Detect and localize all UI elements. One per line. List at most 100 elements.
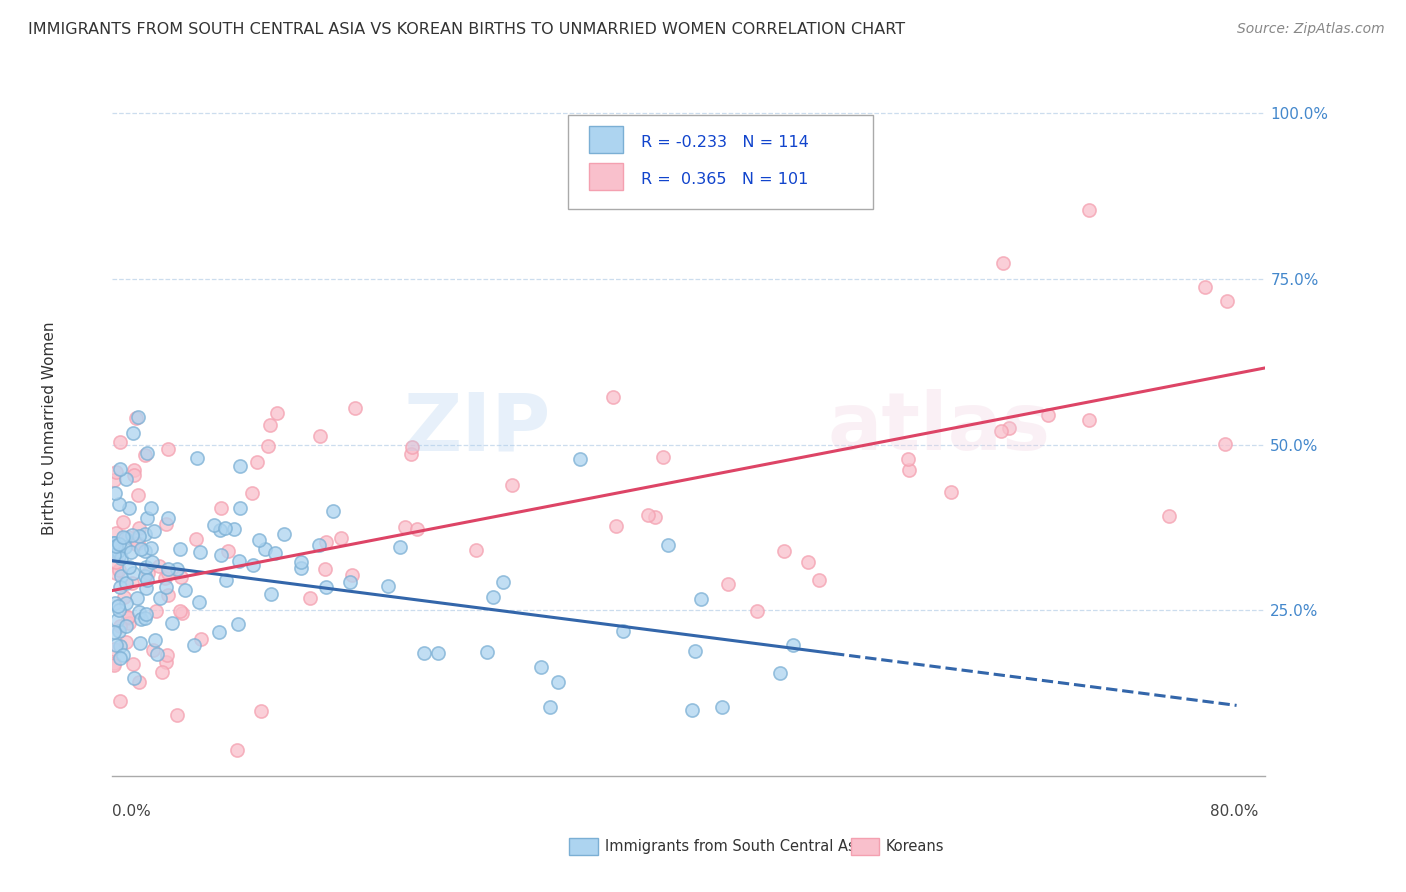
Point (314, 562, 336, 576)
Point (254, 542, 277, 557)
Point (547, 674, 569, 689)
Point (315, 535, 337, 549)
Point (108, 434, 131, 449)
Point (115, 619, 138, 633)
Point (136, 566, 159, 580)
Text: Births to Unmarried Women: Births to Unmarried Women (42, 321, 56, 535)
Point (112, 515, 135, 529)
Point (107, 599, 129, 614)
Point (141, 555, 163, 569)
Point (530, 660, 553, 674)
Point (153, 571, 176, 585)
Point (209, 548, 232, 562)
Point (155, 655, 177, 669)
Point (1077, 413, 1099, 427)
Point (108, 603, 131, 617)
Point (769, 666, 792, 681)
Point (222, 522, 245, 536)
Point (156, 589, 179, 603)
Point (118, 560, 141, 574)
Point (266, 406, 288, 420)
Point (125, 411, 148, 425)
Point (118, 616, 141, 631)
Point (122, 463, 145, 477)
Point (134, 569, 156, 583)
Point (129, 612, 152, 626)
Point (343, 401, 366, 416)
Point (108, 580, 131, 594)
Point (149, 591, 172, 606)
Point (717, 577, 740, 591)
Point (103, 624, 125, 639)
Point (1077, 202, 1099, 217)
Point (259, 418, 281, 433)
Point (202, 518, 225, 533)
Point (1038, 408, 1060, 422)
Point (139, 501, 162, 516)
Point (112, 648, 135, 662)
Point (142, 643, 165, 657)
Point (290, 555, 312, 569)
Point (482, 590, 505, 604)
Point (247, 533, 270, 548)
Point (110, 650, 132, 665)
FancyBboxPatch shape (589, 163, 623, 190)
Point (208, 523, 231, 537)
Text: R = -0.233   N = 114: R = -0.233 N = 114 (641, 136, 808, 151)
Point (108, 537, 131, 551)
Point (747, 604, 769, 618)
Point (156, 511, 179, 525)
Point (121, 528, 143, 542)
Point (156, 562, 179, 576)
Point (412, 647, 434, 661)
Text: IMMIGRANTS FROM SOUTH CENTRAL ASIA VS KOREAN BIRTHS TO UNMARRIED WOMEN CORRELATI: IMMIGRANTS FROM SOUTH CENTRAL ASIA VS KO… (28, 22, 905, 37)
Point (637, 508, 659, 522)
Point (477, 644, 499, 658)
Point (108, 624, 131, 639)
Point (309, 429, 332, 443)
Point (121, 566, 143, 580)
Point (112, 591, 135, 605)
FancyBboxPatch shape (568, 115, 873, 209)
Point (1215, 437, 1237, 451)
Point (389, 540, 412, 554)
Point (114, 472, 136, 486)
Point (146, 647, 169, 661)
Point (121, 575, 143, 590)
Point (242, 558, 264, 572)
Point (103, 658, 125, 673)
Point (129, 542, 152, 557)
Point (115, 635, 138, 649)
Point (103, 548, 125, 562)
Point (110, 693, 132, 707)
Point (186, 532, 208, 546)
Point (188, 595, 211, 609)
Point (104, 466, 127, 480)
Point (1341, 232, 1364, 246)
Point (260, 587, 283, 601)
Point (128, 410, 150, 425)
Point (183, 638, 205, 652)
Point (128, 636, 150, 650)
Point (1264, 331, 1286, 345)
Point (128, 605, 150, 619)
Point (166, 708, 188, 723)
Point (273, 526, 295, 541)
Point (103, 536, 125, 550)
Point (898, 463, 921, 477)
Point (1194, 279, 1216, 293)
Point (104, 566, 127, 580)
Point (135, 607, 157, 621)
Point (107, 497, 129, 511)
Point (107, 549, 129, 563)
Point (807, 573, 830, 587)
Text: R =  0.365   N = 101: R = 0.365 N = 101 (641, 172, 808, 187)
Point (226, 742, 249, 756)
Point (134, 611, 156, 625)
Point (605, 518, 627, 533)
Text: atlas: atlas (827, 389, 1050, 467)
Point (104, 596, 127, 610)
Text: 0.0%: 0.0% (112, 805, 152, 819)
Point (114, 575, 136, 590)
Point (991, 256, 1014, 270)
